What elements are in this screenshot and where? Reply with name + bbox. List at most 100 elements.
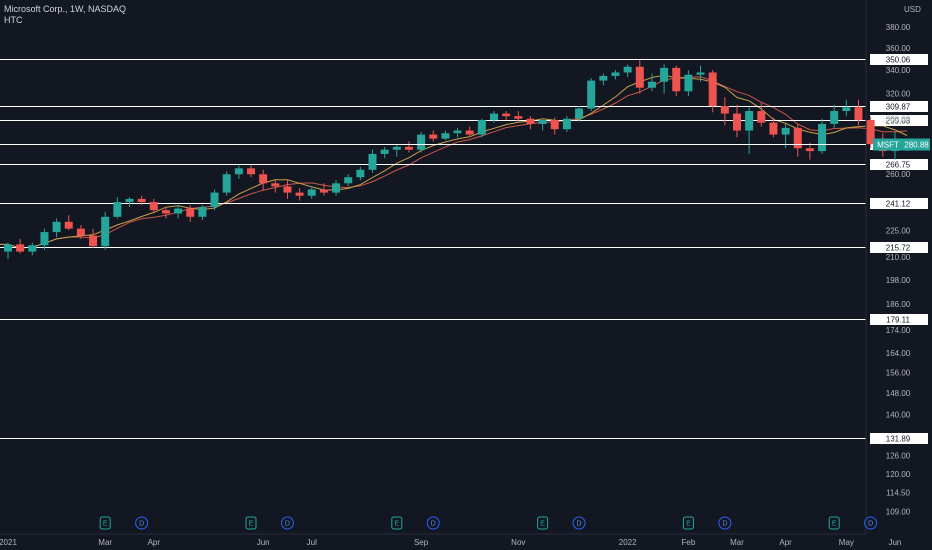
- candle-body: [52, 221, 61, 233]
- candle-body: [781, 127, 790, 135]
- candle-body: [149, 202, 158, 211]
- moving-averages: [0, 74, 908, 249]
- price-tick-label: 380.00: [886, 23, 911, 32]
- candle-body: [222, 174, 231, 193]
- candle-body: [271, 183, 280, 187]
- candle-body: [210, 192, 219, 207]
- candle-body: [514, 116, 523, 119]
- candle-body: [40, 232, 49, 246]
- earnings-marker: [245, 516, 257, 530]
- time-tick-label: Apr: [779, 538, 792, 547]
- earnings-marker-letter: E: [394, 521, 399, 528]
- candle-body: [441, 133, 450, 139]
- time-tick-label: Sep: [414, 538, 429, 547]
- earnings-marker-letter: E: [540, 521, 545, 528]
- candle-body: [174, 208, 183, 214]
- level-label: 266.75: [886, 161, 911, 170]
- candle-body: [647, 81, 656, 88]
- chart-title: Microsoft Corp., 1W, NASDAQ HTC: [4, 4, 126, 26]
- dividend-marker: [280, 516, 294, 530]
- level-label-box: [870, 159, 928, 170]
- earnings-marker-letter: E: [832, 521, 837, 528]
- price-tick-label: 148.00: [886, 389, 911, 398]
- candle-body: [283, 186, 292, 193]
- candle-body: [635, 66, 644, 88]
- candle-body: [538, 120, 547, 124]
- candle-body: [307, 189, 316, 196]
- price-tick-label: 156.00: [886, 368, 911, 377]
- price-axis[interactable]: 380.00 360.00 340.00 320.00 300.00 260.00 225.…: [865, 0, 911, 534]
- earnings-marker: [99, 516, 111, 530]
- time-tick-label: Apr: [148, 538, 161, 547]
- candle-body: [392, 146, 401, 150]
- candle-body: [89, 235, 98, 247]
- price-tick-label: 120.00: [886, 470, 911, 479]
- level-label-box: [870, 54, 928, 65]
- current-price: MSFT 280.88: [0, 138, 930, 151]
- candle-body: [477, 120, 486, 135]
- candle-body: [76, 228, 85, 236]
- level-label-box: [870, 433, 928, 444]
- candle-body: [562, 118, 571, 130]
- time-tick-label: May: [839, 538, 854, 547]
- dividend-marker-letter: D: [285, 521, 290, 528]
- price-tick-label: 320.00: [886, 90, 911, 99]
- candle-body: [611, 72, 620, 76]
- candle-body: [344, 177, 353, 184]
- candle-body: [587, 80, 596, 109]
- time-tick-label: Jun: [888, 538, 901, 547]
- time-tick-label: Mar: [98, 538, 112, 547]
- level-label: 215.72: [886, 244, 911, 253]
- price-tick-label: 198.00: [886, 276, 911, 285]
- price-tick-label: 360.00: [886, 44, 911, 53]
- candle-body: [161, 210, 170, 214]
- dividend-marker-letter: D: [139, 521, 144, 528]
- current-price-label: 280.88: [904, 141, 929, 150]
- level-label-box: [870, 115, 928, 126]
- dividend-marker-letter: D: [868, 521, 873, 528]
- earnings-marker: [391, 516, 403, 530]
- candle-body: [526, 118, 535, 124]
- candles: [4, 60, 912, 259]
- level-label: 309.87: [886, 103, 911, 112]
- candle-body: [502, 113, 511, 117]
- candle-body: [490, 113, 498, 121]
- candle-body: [404, 146, 413, 150]
- candle-body: [186, 208, 195, 217]
- candle-body: [866, 120, 875, 145]
- time-tick-label: Mar: [730, 538, 744, 547]
- candle-body: [453, 130, 462, 134]
- dividend-marker: [718, 516, 732, 530]
- candle-body: [745, 111, 754, 131]
- price-tick-label: 174.00: [886, 326, 911, 335]
- dividend-marker-letter: D: [577, 521, 582, 528]
- candle-body: [757, 111, 766, 123]
- earnings-marker-letter: E: [686, 521, 691, 528]
- candle-body: [818, 123, 827, 152]
- candle-body: [623, 66, 632, 73]
- earnings-marker-letter: E: [249, 521, 254, 528]
- candle-body: [247, 168, 255, 175]
- candle-body: [125, 198, 134, 203]
- candle-body: [332, 183, 341, 193]
- candle-body: [854, 107, 863, 121]
- dividend-marker: [572, 516, 586, 530]
- candle-body: [429, 134, 438, 139]
- candle-body: [769, 122, 778, 135]
- level-label: 179.11: [886, 316, 910, 325]
- time-axis[interactable]: 2021 Mar Apr Jun Jul Sep Nov 2022 Feb Mar Apr May Ju…: [0, 533, 901, 547]
- candle-body: [793, 127, 802, 149]
- earnings-marker: [537, 516, 549, 530]
- indicator-name: HTC: [4, 15, 23, 25]
- candle-body: [417, 134, 426, 150]
- current-price-box: [903, 138, 930, 151]
- candle-body: [720, 106, 729, 114]
- earnings-marker-letter: E: [103, 521, 108, 528]
- currency-label: USD: [904, 5, 921, 14]
- candle-body: [4, 244, 12, 252]
- candle-body: [550, 120, 559, 130]
- candle-body: [830, 111, 839, 124]
- price-tick-label: 340.00: [886, 66, 911, 75]
- candle-body: [842, 107, 851, 112]
